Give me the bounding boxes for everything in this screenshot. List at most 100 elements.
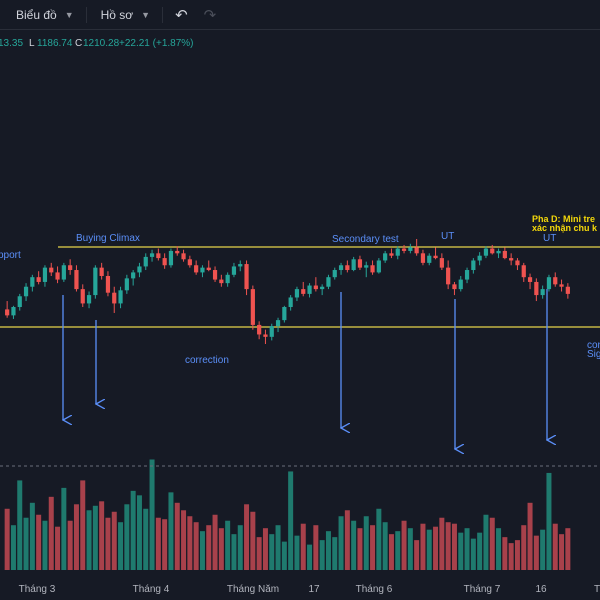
volume-bar — [17, 480, 23, 570]
volume-bar — [174, 502, 180, 570]
volume-bar — [565, 528, 571, 570]
volume-bar — [483, 514, 489, 570]
candle-body — [477, 255, 482, 261]
candle-body — [370, 265, 375, 273]
candle-body — [231, 266, 237, 275]
volume-bar — [218, 528, 224, 570]
candle-body — [464, 270, 470, 280]
volume-bar — [244, 504, 250, 570]
volume-bar — [225, 520, 231, 570]
toolbar-divider — [162, 6, 164, 23]
volume-bar — [300, 523, 306, 570]
volume-bar — [433, 526, 439, 570]
undo-icon[interactable]: ↶ — [175, 6, 188, 24]
volume-bar — [376, 508, 382, 570]
price-chart[interactable]: 13.35 L 1186.74 C 1210.28 +22.21 (+1.87%… — [0, 30, 600, 600]
candle-body — [408, 247, 413, 251]
candle-body — [5, 309, 10, 316]
candle-body — [502, 250, 507, 259]
candle-body — [565, 286, 570, 294]
x-tick-label: Tháng 4 — [133, 584, 170, 595]
annotation-secondary-test: Secondary test — [332, 234, 399, 245]
annotation-phase-d-line-1: Pha D: Mini tre — [532, 214, 595, 224]
candle-body — [540, 289, 545, 296]
volume-bar — [552, 523, 558, 570]
volume-bar — [10, 525, 16, 570]
x-tick-label: 17 — [308, 584, 320, 595]
candle-body — [93, 267, 98, 296]
volume-bar — [420, 523, 426, 570]
volume-bar — [527, 502, 533, 570]
volume-bar — [521, 525, 527, 570]
candle-body — [294, 289, 300, 298]
candle-body — [427, 255, 432, 263]
ohlc-low-value: 1186.74 — [37, 38, 73, 49]
candle-body — [23, 286, 29, 297]
chart-toolbar: Biểu đồ ▼ Hồ sơ ▼ ↶ ↷ — [0, 0, 600, 30]
ohlc-low-label: L — [29, 38, 35, 49]
volume-bars — [4, 459, 571, 570]
volume-bar — [401, 520, 407, 570]
chart-menu-button[interactable]: Biểu đồ ▼ — [16, 8, 74, 22]
volume-bar — [124, 504, 130, 570]
annotation-right-cut-2: Sig — [587, 349, 600, 360]
candle-body — [175, 250, 180, 254]
candle-body — [509, 258, 514, 261]
volume-bar — [388, 534, 394, 570]
volume-bar — [477, 532, 483, 570]
volume-bar — [370, 525, 376, 570]
candle-body — [194, 265, 199, 273]
volume-bar — [136, 495, 142, 570]
volume-bar — [237, 525, 243, 570]
volume-bar — [325, 531, 331, 570]
redo-icon[interactable]: ↷ — [203, 6, 217, 24]
volume-bar — [36, 514, 42, 570]
annotation-right-cut-1: con — [587, 340, 600, 351]
x-tick-label: Tháng Năm — [227, 584, 279, 595]
volume-bar — [212, 514, 218, 570]
volume-bar — [533, 535, 539, 570]
candle-body — [55, 272, 60, 280]
profile-menu-button[interactable]: Hồ sơ ▼ — [101, 8, 150, 22]
candle-body — [118, 290, 123, 304]
candle-body — [389, 253, 394, 256]
candle-body — [414, 247, 419, 254]
candle-body — [238, 264, 243, 267]
candle-body — [351, 259, 356, 271]
candle-body — [483, 248, 489, 256]
candle-body — [546, 277, 552, 290]
volume-bar — [502, 537, 508, 570]
volume-bar — [206, 525, 212, 570]
volume-bar — [42, 520, 48, 570]
volume-bar — [105, 517, 111, 570]
volume-bar — [130, 490, 136, 570]
volume-bar — [275, 525, 281, 570]
x-tick-label: Tháng — [594, 584, 600, 595]
candle-body — [269, 326, 274, 337]
candle-body — [376, 260, 381, 273]
candle-body — [420, 253, 426, 263]
volume-bar — [73, 504, 79, 570]
candle-body — [80, 289, 85, 304]
candle-body — [61, 265, 66, 280]
candle-body — [446, 267, 451, 285]
candle-body — [320, 286, 325, 290]
volume-bar — [540, 529, 546, 570]
volume-bar — [395, 531, 401, 570]
candle-body — [131, 272, 136, 279]
volume-bar — [256, 537, 262, 570]
volume-bar — [168, 492, 174, 570]
volume-bar — [99, 501, 105, 570]
candle-body — [225, 274, 230, 284]
volume-bar — [332, 537, 338, 570]
volume-bar — [48, 496, 54, 570]
candle-body — [534, 281, 539, 296]
candle-body — [458, 279, 463, 290]
ohlc-change: +22.21 (+1.87%) — [119, 38, 194, 49]
toolbar-divider — [85, 6, 87, 23]
annotation-correction: correction — [185, 355, 229, 366]
candle-body — [250, 289, 255, 325]
volume-bar — [4, 508, 10, 570]
volume-bar — [489, 517, 495, 570]
annotation-ut-2: UT — [543, 233, 556, 244]
